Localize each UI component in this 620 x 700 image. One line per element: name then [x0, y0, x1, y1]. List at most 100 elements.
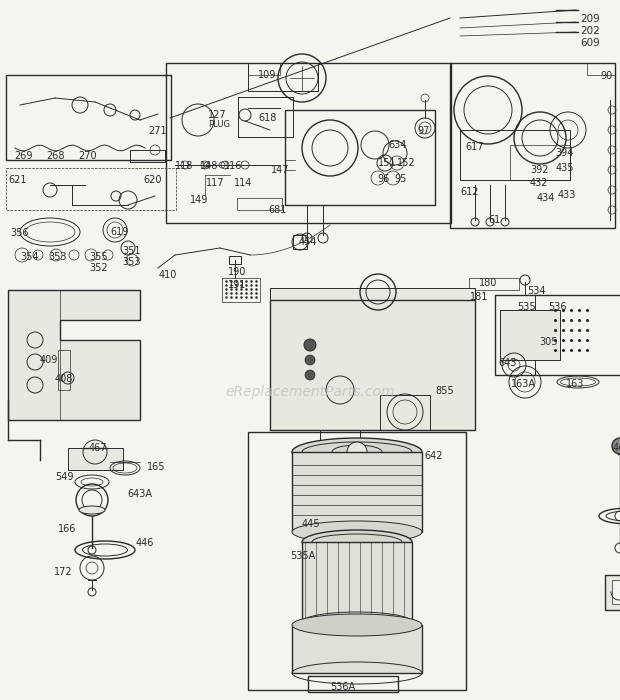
- Text: 618: 618: [258, 113, 277, 123]
- Ellipse shape: [292, 614, 422, 636]
- Text: 152: 152: [397, 158, 415, 168]
- Text: PLUG: PLUG: [208, 120, 230, 129]
- Text: 535A: 535A: [290, 551, 315, 561]
- Bar: [535, 295, 620, 375]
- Text: 127: 127: [208, 110, 227, 120]
- Text: 165: 165: [147, 462, 166, 472]
- Bar: [270, 300, 475, 430]
- Text: 549: 549: [55, 472, 74, 482]
- Text: 612: 612: [460, 187, 479, 197]
- Text: 434: 434: [537, 193, 556, 203]
- Text: 621: 621: [8, 175, 27, 185]
- Text: 190: 190: [228, 267, 246, 277]
- Text: 643A: 643A: [127, 489, 152, 499]
- Text: 116: 116: [224, 161, 242, 171]
- Text: 433: 433: [558, 190, 577, 200]
- Text: eReplacementParts.com: eReplacementParts.com: [225, 385, 395, 399]
- Text: 269: 269: [14, 151, 32, 161]
- Text: 166: 166: [58, 524, 76, 534]
- Text: 356: 356: [10, 228, 29, 238]
- Text: 609: 609: [580, 38, 600, 48]
- Bar: [292, 452, 422, 532]
- Text: 95: 95: [394, 174, 406, 184]
- Bar: [510, 145, 570, 180]
- Text: 209: 209: [580, 14, 600, 24]
- Text: 642: 642: [424, 451, 443, 461]
- Text: 681: 681: [268, 205, 286, 215]
- Bar: [450, 63, 615, 228]
- Text: 90: 90: [600, 71, 613, 81]
- Bar: [68, 448, 123, 470]
- Bar: [612, 580, 620, 604]
- Bar: [166, 63, 451, 223]
- Text: 151: 151: [378, 158, 397, 168]
- Text: 149: 149: [190, 195, 208, 205]
- Text: 61: 61: [488, 215, 500, 225]
- Text: 536: 536: [548, 302, 567, 312]
- Text: 435: 435: [556, 163, 575, 173]
- Text: 392: 392: [530, 165, 549, 175]
- Text: 643: 643: [498, 358, 516, 368]
- Text: 114: 114: [234, 178, 252, 188]
- Text: 355: 355: [89, 252, 108, 262]
- Text: 394: 394: [555, 148, 574, 158]
- Text: 535: 535: [517, 302, 536, 312]
- Text: 445: 445: [302, 519, 321, 529]
- Bar: [270, 288, 475, 300]
- Text: 148: 148: [200, 161, 218, 171]
- Bar: [495, 295, 620, 375]
- Circle shape: [305, 370, 315, 380]
- Circle shape: [304, 339, 316, 351]
- Text: 409: 409: [40, 355, 58, 365]
- Bar: [469, 278, 519, 290]
- Bar: [58, 350, 70, 390]
- Bar: [302, 542, 412, 622]
- Bar: [237, 198, 282, 210]
- Text: 305: 305: [539, 337, 557, 347]
- Ellipse shape: [292, 521, 422, 543]
- Circle shape: [305, 355, 315, 365]
- Bar: [6, 75, 171, 160]
- Text: 352: 352: [89, 263, 108, 273]
- Text: 96: 96: [377, 174, 389, 184]
- Text: 97: 97: [417, 126, 430, 136]
- Text: 271: 271: [148, 126, 167, 136]
- Bar: [248, 63, 280, 75]
- Text: 446: 446: [136, 538, 154, 548]
- Text: 163: 163: [566, 379, 585, 389]
- Text: 172: 172: [54, 567, 73, 577]
- Text: 109: 109: [258, 70, 277, 80]
- Bar: [222, 278, 260, 302]
- Text: 118: 118: [175, 161, 193, 171]
- Text: 534: 534: [527, 286, 546, 296]
- Bar: [292, 625, 422, 673]
- Text: 354: 354: [20, 252, 38, 262]
- Ellipse shape: [302, 530, 412, 554]
- Bar: [248, 432, 466, 690]
- Circle shape: [347, 442, 367, 462]
- Bar: [500, 310, 560, 360]
- Text: 855: 855: [435, 386, 454, 396]
- Polygon shape: [8, 290, 140, 420]
- Text: 270: 270: [78, 151, 97, 161]
- Bar: [293, 235, 307, 249]
- Text: 432: 432: [530, 178, 549, 188]
- Text: 117: 117: [206, 178, 224, 188]
- Bar: [320, 430, 360, 448]
- Ellipse shape: [292, 438, 422, 466]
- Text: 408: 408: [55, 374, 73, 384]
- Text: 202: 202: [580, 26, 600, 36]
- Bar: [605, 575, 620, 610]
- Text: 634: 634: [388, 140, 406, 150]
- Text: 180: 180: [479, 278, 497, 288]
- Text: 353: 353: [122, 257, 141, 267]
- Bar: [248, 63, 318, 91]
- Bar: [238, 97, 293, 137]
- Bar: [380, 395, 430, 430]
- Text: 351: 351: [122, 246, 141, 256]
- Text: 147: 147: [271, 165, 290, 175]
- Text: 536A: 536A: [330, 682, 355, 692]
- Text: 619: 619: [110, 227, 128, 237]
- Bar: [460, 130, 570, 180]
- Text: 454: 454: [299, 237, 317, 247]
